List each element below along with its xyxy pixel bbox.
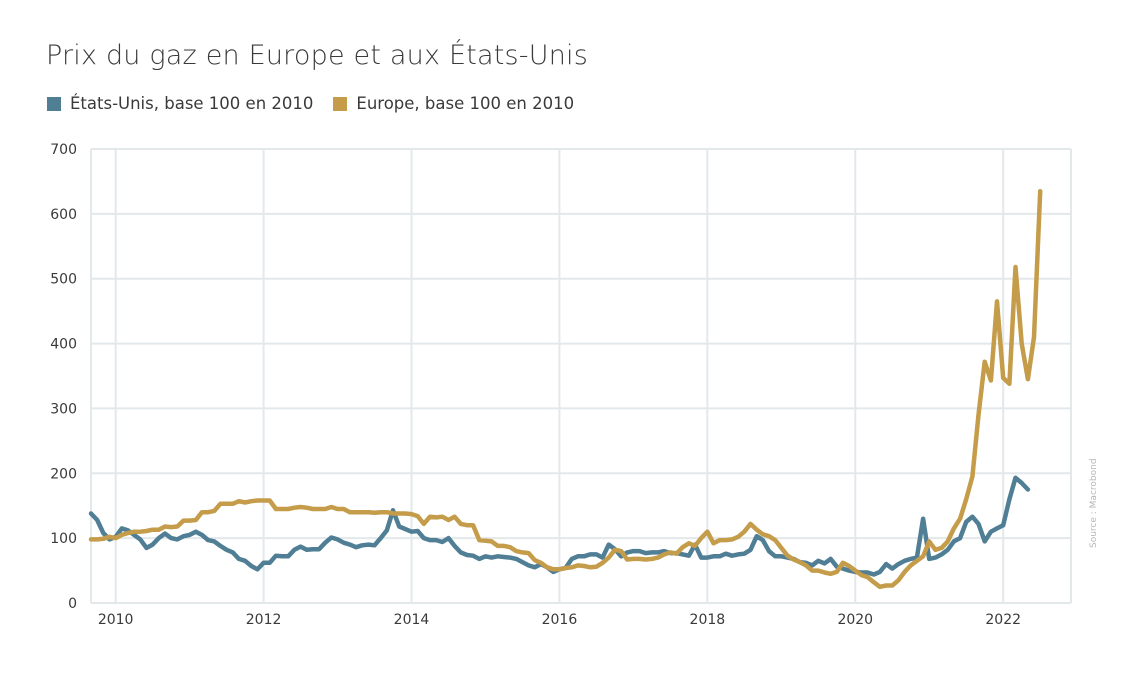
x-tick-label: 2014 [394,612,430,628]
y-tick-label: 300 [50,401,77,417]
y-tick-label: 0 [68,596,77,612]
x-tick-label: 2022 [985,612,1021,628]
x-tick-label: 2018 [690,612,726,628]
chart-title: Prix du gaz en Europe et aux États-Unis [46,40,588,71]
legend-swatch-usa [47,96,61,111]
y-tick-label: 200 [50,466,77,482]
x-tick-label: 2020 [837,612,873,628]
x-tick-label: 2016 [542,612,578,628]
source-note: Source : Macrobond [1089,458,1099,548]
x-tick-label: 2010 [98,612,134,628]
legend: États-Unis, base 100 en 2010 Europe, bas… [47,94,594,113]
legend-item-europe: Europe, base 100 en 2010 [333,94,574,113]
y-tick-label: 400 [50,337,77,353]
y-tick-label: 500 [50,272,77,288]
legend-swatch-europe [333,96,348,111]
y-tick-label: 600 [50,207,77,223]
y-tick-label: 700 [50,142,77,158]
x-tick-label: 2012 [246,612,282,628]
y-tick-label: 100 [50,531,77,547]
legend-label-europe: Europe, base 100 en 2010 [356,94,575,113]
legend-label-usa: États-Unis, base 100 en 2010 [70,94,314,113]
series-line-europe [88,188,1043,590]
legend-item-usa: États-Unis, base 100 en 2010 [47,94,313,113]
